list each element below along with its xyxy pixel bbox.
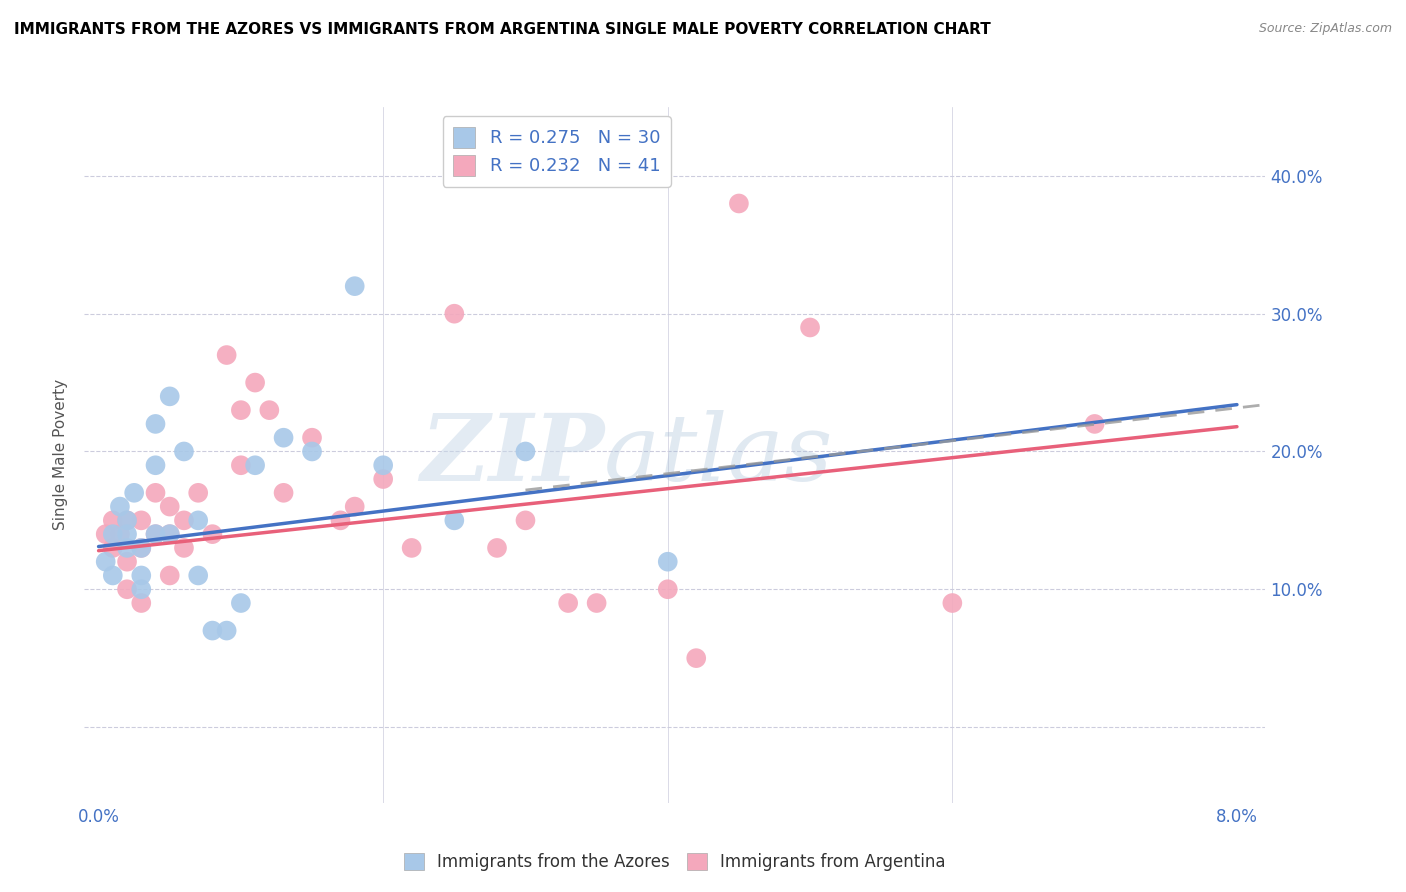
Point (301, 444, 323, 458)
Point (173, 513, 195, 527)
Point (115, 513, 138, 527)
Point (145, 458, 167, 473)
Point (243, 458, 266, 473)
Point (159, 568, 181, 582)
Point (243, 376, 266, 390)
Point (215, 624, 238, 638)
Point (108, 527, 131, 541)
Point (115, 527, 138, 541)
Point (145, 485, 167, 500)
Point (159, 527, 181, 541)
Point (273, 485, 295, 500)
Point (129, 596, 152, 610)
Point (115, 513, 138, 527)
Point (187, 513, 209, 527)
Point (108, 500, 131, 514)
Point (115, 541, 138, 555)
Point (101, 513, 124, 527)
Point (187, 485, 209, 500)
Point (443, 307, 465, 321)
Point (373, 472, 395, 486)
Text: Source: ZipAtlas.com: Source: ZipAtlas.com (1258, 22, 1392, 36)
Point (229, 458, 252, 473)
Point (515, 444, 537, 458)
Point (485, 541, 508, 555)
Point (101, 527, 124, 541)
Point (373, 458, 395, 473)
Y-axis label: Single Male Poverty: Single Male Poverty (53, 379, 69, 531)
Point (129, 513, 152, 527)
Point (159, 527, 181, 541)
Point (941, 596, 963, 610)
Point (685, 651, 707, 665)
Point (201, 527, 224, 541)
Point (657, 555, 679, 569)
Legend: Immigrants from the Azores, Immigrants from Argentina: Immigrants from the Azores, Immigrants f… (398, 847, 952, 878)
Text: IMMIGRANTS FROM THE AZORES VS IMMIGRANTS FROM ARGENTINA SINGLE MALE POVERTY CORR: IMMIGRANTS FROM THE AZORES VS IMMIGRANTS… (14, 22, 991, 37)
Point (1084, 417, 1107, 431)
Point (122, 485, 145, 500)
Point (273, 431, 295, 445)
Point (173, 444, 195, 458)
Point (129, 541, 152, 555)
Point (343, 500, 366, 514)
Point (401, 541, 423, 555)
Point (443, 513, 465, 527)
Point (129, 541, 152, 555)
Point (187, 568, 209, 582)
Point (215, 348, 238, 362)
Point (115, 555, 138, 569)
Point (229, 403, 252, 417)
Point (515, 513, 537, 527)
Point (159, 389, 181, 403)
Point (557, 596, 579, 610)
Point (129, 568, 152, 582)
Point (94, 527, 117, 541)
Point (799, 320, 821, 334)
Point (259, 403, 281, 417)
Point (145, 527, 167, 541)
Point (101, 541, 124, 555)
Text: atlas: atlas (605, 410, 834, 500)
Point (94, 555, 117, 569)
Point (145, 417, 167, 431)
Point (343, 279, 366, 293)
Point (301, 431, 323, 445)
Point (728, 196, 751, 211)
Point (159, 500, 181, 514)
Point (129, 582, 152, 597)
Point (101, 568, 124, 582)
Point (173, 541, 195, 555)
Text: ZIP: ZIP (420, 410, 605, 500)
Point (145, 527, 167, 541)
Point (229, 596, 252, 610)
Point (585, 596, 607, 610)
Point (329, 513, 352, 527)
Point (115, 582, 138, 597)
Point (657, 582, 679, 597)
Point (201, 624, 224, 638)
